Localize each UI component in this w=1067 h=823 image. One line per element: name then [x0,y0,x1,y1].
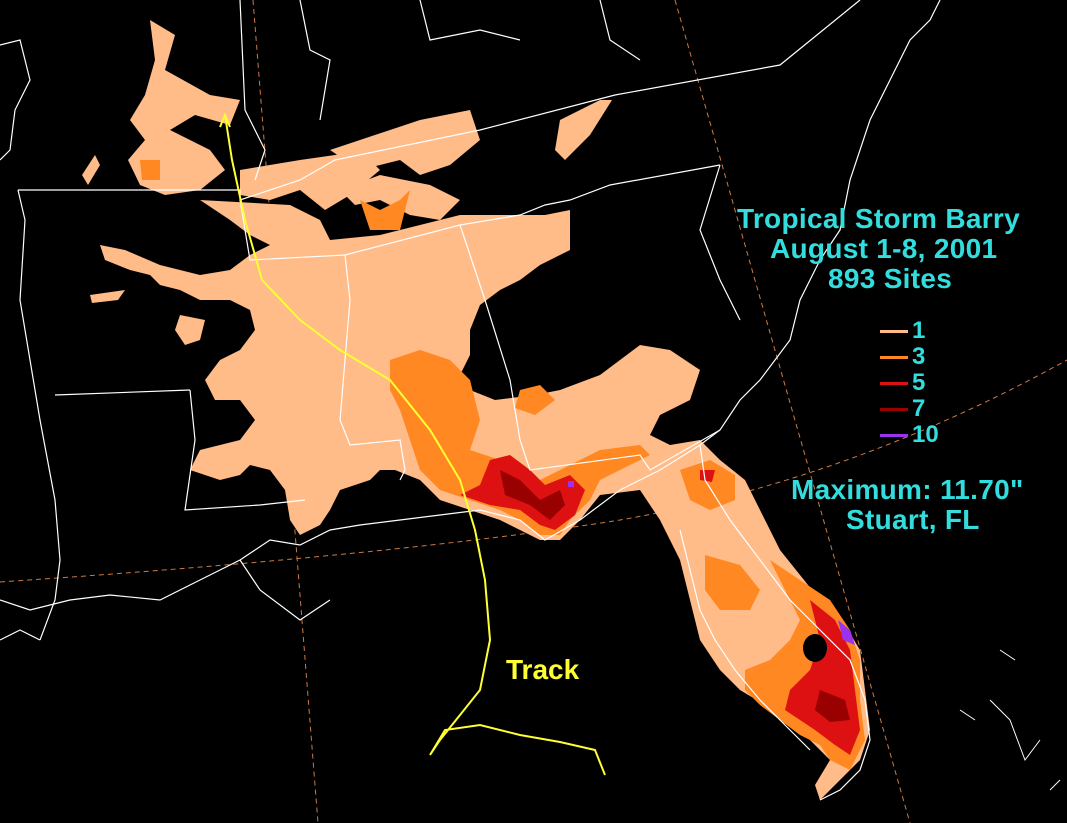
title-line-1: Tropical Storm Barry [737,203,1020,234]
legend-label: 1 [912,317,926,344]
legend-swatch [880,433,908,437]
maximum-value: Maximum: 11.70" [791,474,1024,505]
storm-track [224,114,606,776]
legend-item: 3 [880,343,926,370]
track-label: Track [506,654,580,685]
legend-item: 5 [880,369,926,396]
maximum-location: Stuart, FL [846,504,980,535]
bahamas-outline [959,649,1061,791]
legend-item: 1 [880,317,926,344]
track-arrow-icon [219,112,231,128]
legend-swatch [880,407,908,411]
legend-item: 10 [880,421,939,448]
legend-swatch [880,329,908,333]
legend-swatch [880,381,908,385]
title-line-3: 893 Sites [828,263,953,294]
lake-okeechobee [803,634,827,662]
coastline [0,0,941,801]
legend-swatch [880,355,908,359]
rainfall-7-inch [500,470,850,722]
legend-label: 10 [912,421,939,448]
legend-label: 5 [912,369,926,396]
legend-label: 3 [912,343,926,370]
title-line-2: August 1-8, 2001 [770,233,998,264]
rainfall-10-inch [568,481,855,645]
legend-item: 7 [880,395,926,422]
legend-label: 7 [912,395,926,422]
